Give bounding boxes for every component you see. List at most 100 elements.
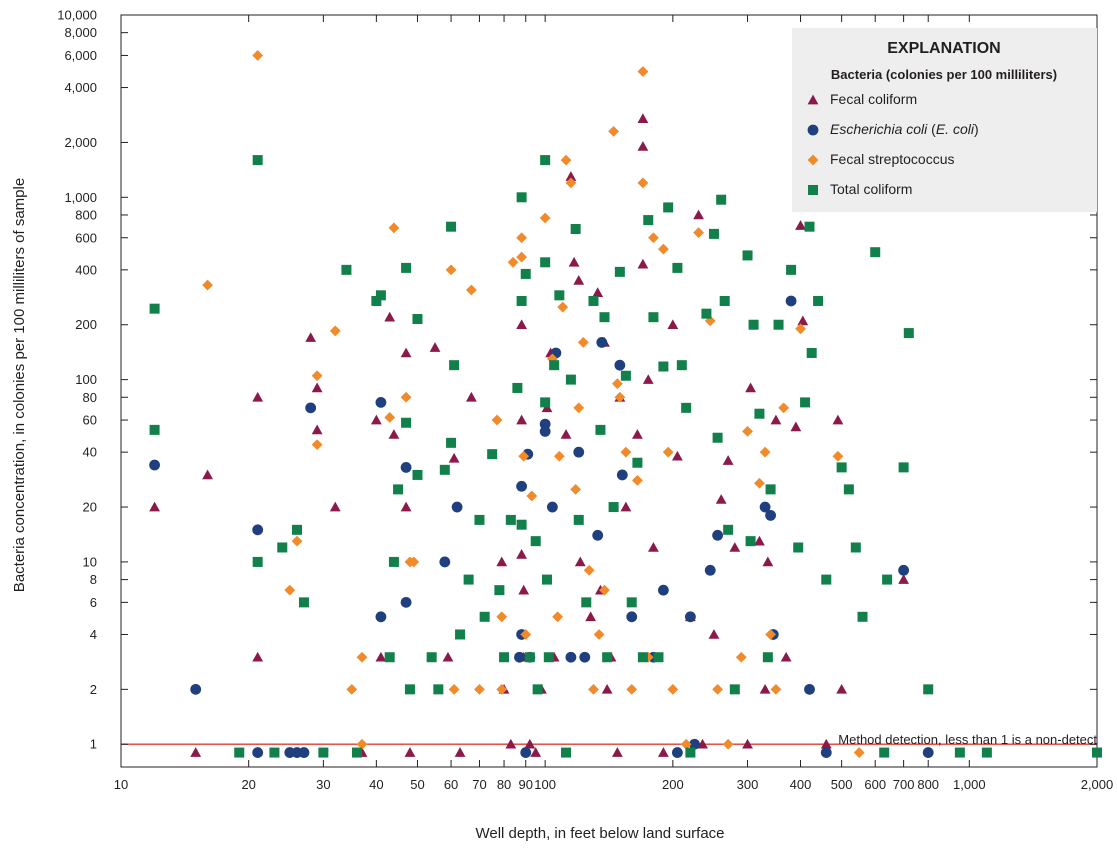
method-detection-label: Method detection, less than 1 is a non-d… <box>838 732 1097 747</box>
data-point <box>516 295 527 306</box>
data-point <box>620 370 631 381</box>
data-point <box>722 738 734 750</box>
data-point <box>693 209 704 220</box>
data-point <box>442 651 454 662</box>
data-point <box>595 424 606 435</box>
data-point <box>400 347 412 358</box>
data-point <box>426 652 437 663</box>
data-point <box>843 484 854 495</box>
data-point <box>667 683 679 695</box>
legend-label-part: Fecal coliform <box>830 91 917 107</box>
data-point <box>770 414 782 425</box>
data-point <box>448 683 460 695</box>
data-point <box>765 484 776 495</box>
data-point <box>573 402 585 414</box>
data-point <box>742 738 753 749</box>
data-point <box>729 542 741 552</box>
data-point <box>553 450 565 462</box>
data-point <box>804 683 815 695</box>
data-point <box>742 250 753 261</box>
data-point <box>898 462 909 473</box>
data-point <box>648 312 659 323</box>
data-point <box>408 556 420 568</box>
data-point <box>465 391 477 402</box>
data-point <box>524 738 536 749</box>
data-point <box>735 651 747 663</box>
data-point <box>570 483 582 495</box>
data-point <box>516 548 528 559</box>
data-point <box>329 501 341 512</box>
data-point <box>277 542 288 553</box>
data-point <box>530 536 541 547</box>
data-point <box>557 301 569 313</box>
data-point <box>922 747 934 758</box>
x-tick-label: 50 <box>410 777 424 792</box>
y-tick-label: 2,000 <box>64 135 97 150</box>
data-point <box>832 414 844 425</box>
data-point <box>311 424 323 435</box>
data-point <box>729 684 740 695</box>
y-tick-label: 8,000 <box>64 25 97 40</box>
data-point <box>780 651 792 662</box>
data-point <box>637 258 649 269</box>
data-point <box>667 319 679 330</box>
y-tick-label: 2 <box>90 682 97 697</box>
series-square <box>149 155 1102 758</box>
data-point <box>685 747 696 758</box>
data-point <box>882 574 893 585</box>
data-point <box>804 221 815 232</box>
data-point <box>149 459 160 471</box>
data-point <box>371 295 382 306</box>
data-point <box>786 264 797 275</box>
data-point <box>505 514 516 525</box>
data-point <box>311 370 323 382</box>
data-point <box>311 382 323 393</box>
data-point <box>671 747 683 758</box>
data-point <box>560 429 572 439</box>
data-point <box>429 342 441 352</box>
data-point <box>592 287 604 297</box>
y-tick-label: 8 <box>90 572 97 587</box>
data-point <box>614 266 625 277</box>
data-point <box>637 177 649 189</box>
data-point <box>708 629 720 639</box>
data-point <box>329 325 341 337</box>
legend: EXPLANATION Bacteria (colonies per 100 m… <box>792 28 1097 212</box>
data-point <box>1092 747 1102 758</box>
x-tick-label: 400 <box>790 777 812 792</box>
data-point <box>202 469 213 480</box>
data-point <box>693 227 704 239</box>
data-point <box>356 651 368 663</box>
data-point <box>923 684 934 695</box>
data-point <box>981 747 992 758</box>
data-point <box>356 738 368 750</box>
data-point <box>565 171 577 181</box>
y-tick-label: 4 <box>90 627 97 642</box>
data-point <box>496 683 508 695</box>
data-point <box>487 449 498 460</box>
data-point <box>632 457 643 468</box>
data-point <box>648 232 659 244</box>
y-tick-label: 60 <box>83 413 97 428</box>
data-point <box>620 501 632 512</box>
data-point <box>821 574 832 585</box>
data-point <box>393 484 404 495</box>
y-tick-label: 800 <box>75 207 97 222</box>
data-point <box>375 651 387 662</box>
data-point <box>785 295 797 307</box>
data-point <box>190 747 202 757</box>
data-point <box>454 747 466 757</box>
data-point <box>573 446 585 458</box>
data-point <box>662 446 674 458</box>
data-point <box>560 154 572 166</box>
data-point <box>384 311 396 322</box>
data-point <box>657 747 669 757</box>
data-point <box>370 414 382 425</box>
legend-title: EXPLANATION <box>887 40 1000 57</box>
data-point <box>351 747 362 758</box>
y-axis-title: Bacteria concentration, in colonies per … <box>11 178 28 592</box>
data-point <box>689 738 700 750</box>
data-point <box>401 417 412 428</box>
x-tick-label: 20 <box>241 777 255 792</box>
data-point <box>754 477 765 489</box>
